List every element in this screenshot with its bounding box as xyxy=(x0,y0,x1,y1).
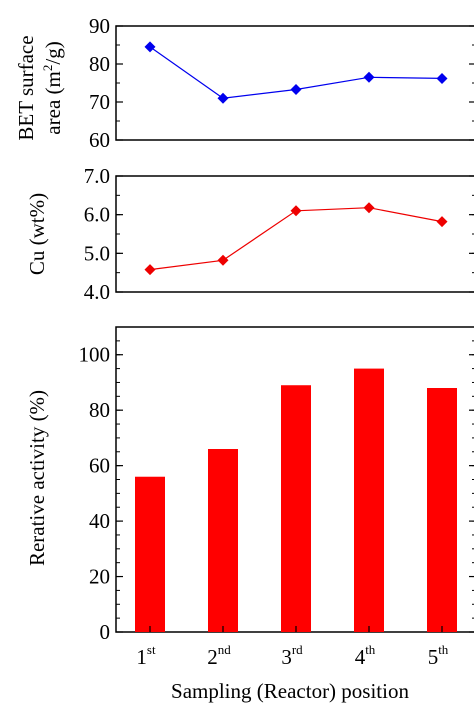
bet-series-points xyxy=(144,41,448,104)
cu-data-point xyxy=(290,205,302,217)
x-tick-label: 3rd xyxy=(281,642,303,669)
bet-data-point xyxy=(363,71,375,83)
activity-bar xyxy=(135,476,165,632)
bet-y-label-line1: BET surface xyxy=(14,35,38,140)
bet-data-point xyxy=(290,83,302,95)
x-tick-label: 2nd xyxy=(207,642,231,669)
x-tick-label-num: 5 xyxy=(428,645,439,669)
x-axis-tick-labels: 1st 2nd 3rd 4th 5th xyxy=(136,626,449,669)
x-axis-label: Sampling (Reactor) position xyxy=(171,679,409,703)
bet-data-point xyxy=(436,72,448,84)
x-tick-label: 4th xyxy=(355,642,376,669)
x-tick-label-num: 2 xyxy=(207,645,218,669)
x-tick-label-sup: nd xyxy=(218,642,232,657)
activity-y-tick-label: 100 xyxy=(79,343,111,367)
cu-y-tick-label: 7.0 xyxy=(84,164,110,188)
bet-y-tick-label: 70 xyxy=(89,90,110,114)
cu-y-tick-label: 5.0 xyxy=(84,241,110,265)
activity-y-tick-label: 40 xyxy=(89,509,110,533)
x-tick-label-sup: th xyxy=(365,642,376,657)
activity-y-tick-label: 80 xyxy=(89,398,110,422)
activity-bars xyxy=(135,368,457,632)
activity-bar xyxy=(208,449,238,632)
cu-data-point xyxy=(144,264,156,276)
cu-data-point xyxy=(436,216,448,228)
cu-y-label: Cu (wt%) xyxy=(25,193,49,275)
activity-bar xyxy=(354,368,384,632)
bet-y-ticks: 60 70 80 90 xyxy=(89,14,474,152)
x-tick-label: 1st xyxy=(136,642,156,669)
cu-y-tick-label: 4.0 xyxy=(84,280,110,304)
cu-data-point xyxy=(363,202,375,214)
cu-y-ticks: 4.0 5.0 6.0 7.0 xyxy=(84,164,474,304)
activity-bar xyxy=(427,388,457,632)
x-tick-label-num: 4 xyxy=(355,645,366,669)
activity-y-tick-label: 20 xyxy=(89,565,110,589)
bet-y-tick-label: 80 xyxy=(89,52,110,76)
bet-data-point xyxy=(144,41,156,53)
activity-y-ticks: 0 20 40 60 80 100 xyxy=(79,326,474,644)
activity-y-label: Rerative activity (%) xyxy=(25,390,49,566)
activity-y-tick-label: 0 xyxy=(100,620,111,644)
x-tick-label-sup: rd xyxy=(292,642,303,657)
cu-y-tick-label: 6.0 xyxy=(84,203,110,227)
bet-y-tick-label: 60 xyxy=(89,128,110,152)
bet-y-label-line2-post: /g) xyxy=(41,41,65,64)
cu-series-line xyxy=(149,207,443,271)
bet-plot-frame xyxy=(115,25,474,141)
x-tick-label-sup: st xyxy=(147,642,156,657)
x-tick-label: 5th xyxy=(428,642,449,669)
x-tick-label-sup: th xyxy=(438,642,449,657)
bet-y-label: BET surface xyxy=(14,35,38,140)
activity-bar xyxy=(281,385,311,632)
cu-data-point xyxy=(217,254,229,266)
bet-panel: 60 70 80 90 BET surface area (m2/g) xyxy=(14,14,474,152)
bet-y-label-2: area (m2/g) xyxy=(40,41,65,134)
x-tick-label-num: 1 xyxy=(136,645,147,669)
cu-panel: 4.0 5.0 6.0 7.0 Cu (wt%) xyxy=(25,164,474,304)
bet-y-label-line2-sup: 2 xyxy=(40,65,55,72)
bet-data-point xyxy=(217,92,229,104)
activity-panel: 0 20 40 60 80 100 Rerative activity (%) xyxy=(25,326,474,644)
bet-y-tick-label: 90 xyxy=(89,14,110,38)
bet-y-label-line2-pre: area (m xyxy=(41,71,65,135)
cu-plot-frame xyxy=(115,175,474,293)
x-tick-label-num: 3 xyxy=(281,645,292,669)
cu-series-points xyxy=(144,202,448,276)
activity-y-tick-label: 60 xyxy=(89,454,110,478)
